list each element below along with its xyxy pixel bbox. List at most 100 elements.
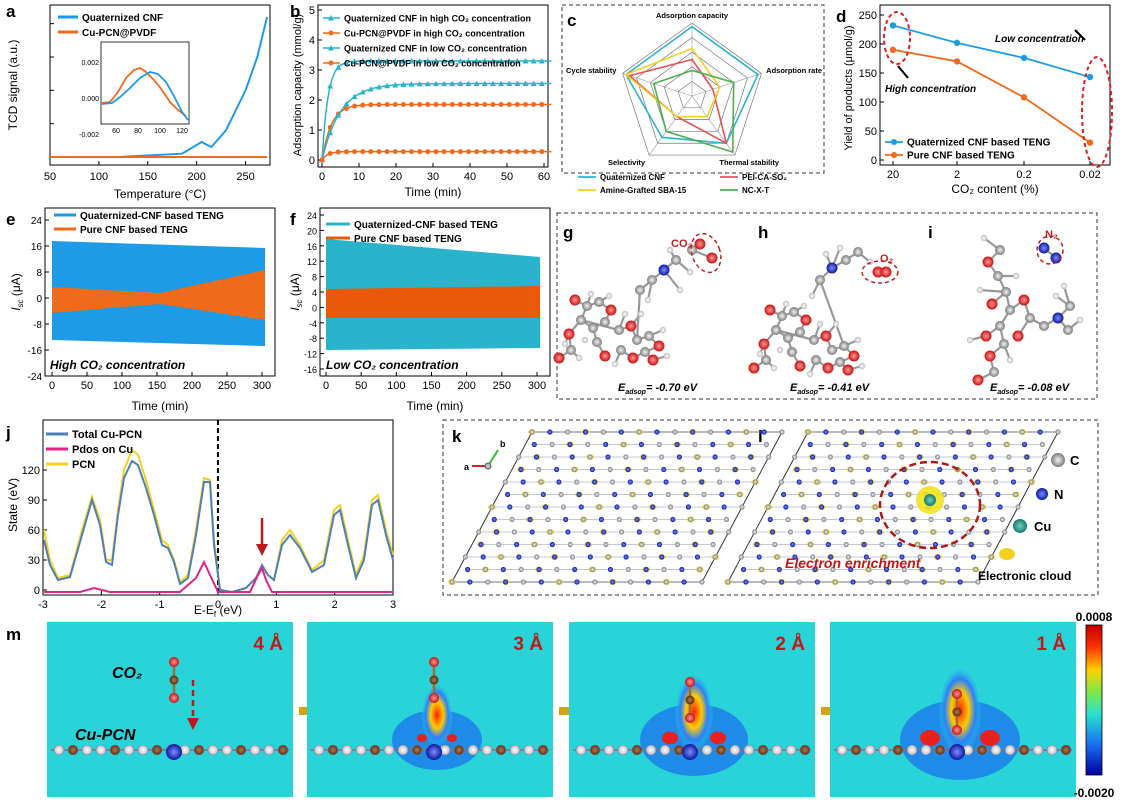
lattice-l-atom-109: [892, 516, 898, 523]
lattice-l-atom-110: [910, 516, 916, 523]
lattice-l-atom-121: [841, 529, 847, 535]
mol-h-atom-8: [820, 330, 832, 342]
lattice-l-atom-57: [1026, 466, 1032, 473]
lattice-k-atom-68: [681, 479, 687, 485]
panel-e-band-pure: [52, 270, 265, 320]
d-point-0-1: [953, 39, 961, 47]
b-point-0-154: [375, 58, 382, 64]
lattice-l-atom-176: [761, 579, 767, 585]
lattice-l-atom-32: [845, 454, 851, 460]
lattice-k-atom-85: [719, 491, 725, 498]
lattice-k-atom-64: [609, 479, 616, 485]
m-sub-atom-3-11: [990, 744, 1002, 756]
g-energy-val: = -0.70 eV: [646, 382, 699, 394]
b-point-3-198: [392, 149, 398, 155]
panel-letter-f: f: [290, 210, 296, 229]
d-point-1-3: [1086, 139, 1094, 146]
lattice-k-atom-16: [549, 441, 555, 448]
lattice-l-atom-2: [841, 429, 847, 435]
panel-h-molecule-label: O₂: [880, 253, 894, 265]
mol-i-atom-6: [980, 330, 992, 342]
panel-i-ellipse: [1036, 235, 1064, 265]
lattice-k-atom-22: [656, 441, 662, 448]
axis-origin: [484, 462, 492, 470]
lattice-k-atom-84: [701, 491, 707, 498]
lattice-k-atom-15: [531, 441, 537, 448]
panel-letter-h: h: [758, 223, 768, 242]
mol-h-atom-39: [880, 266, 892, 278]
e-yticks-label-5: -16: [28, 346, 43, 357]
j-xticks-label-3: 0: [215, 599, 221, 611]
lattice-l-atom-162: [776, 566, 782, 573]
b-legend-3: Cu-PCN@PVDF in low CO₂ concentration: [344, 59, 521, 69]
lattice-l-atom-23: [950, 441, 956, 448]
m-sub-atom-2-5: [645, 744, 657, 756]
mol-g-atom-18: [599, 350, 611, 362]
colorbar-max: 0.0008: [1076, 610, 1113, 624]
panel-c-radar: Adsorption capacity Adsorption rate Therma…: [566, 11, 822, 167]
mol-h-bond-30: [818, 279, 846, 347]
lattice-l-atom-108: [874, 516, 881, 523]
e-xticks-label-4: 200: [183, 380, 201, 392]
lattice-k-atom-108: [598, 516, 605, 523]
mol-h-atom-29: [842, 364, 854, 376]
mol-h-atom-27: [800, 302, 808, 310]
legend-cloud-icon: [999, 548, 1015, 560]
lattice-l-atom-131: [754, 541, 760, 548]
mol-i-atom-28: [1012, 330, 1024, 342]
lattice-k-atom-166: [572, 566, 578, 573]
lattice-k-atom-155: [641, 554, 647, 560]
j-ytick-label-0: 0: [34, 585, 40, 597]
mol-g-atom-38: [676, 286, 684, 294]
lattice-k-atom-10: [707, 429, 714, 435]
lattice-l-atom-114: [981, 516, 988, 523]
b-point-1-242: [409, 102, 415, 108]
b-point-0-528: [514, 58, 521, 64]
lattice-l-atom-147: [774, 554, 780, 560]
panel-kl: k l a b Electron enrichment C N Cu Elect…: [442, 419, 1099, 596]
mol-h-atom-10: [839, 341, 849, 351]
lattice-l-atom-182: [868, 579, 874, 585]
lattice-l-atom-153: [881, 554, 887, 560]
mol-i-atom-0: [982, 256, 994, 268]
inset-series-orange: [101, 67, 187, 117]
b-point-3-374: [457, 149, 463, 155]
lattice-k-atom-80: [629, 491, 636, 498]
panel-i-molecule-label: N₂: [1045, 229, 1058, 241]
m-sub-atom-3-14: [1032, 744, 1044, 756]
m-sub-atom-1-12: [481, 744, 493, 756]
b-point-1-286: [425, 102, 431, 108]
lattice-l-atom-138: [879, 541, 885, 548]
lattice-l-atom-7: [930, 429, 936, 435]
panel-e-caption: High CO₂ concentration: [50, 358, 185, 372]
radar-series-2: [624, 47, 721, 118]
b-point-1-330: [441, 102, 447, 108]
b-legend-marker-2: [328, 45, 334, 51]
lattice-k-atom-52: [661, 466, 667, 473]
m-sub-atom-2-12: [743, 744, 755, 756]
g-energy-e: E: [618, 382, 626, 394]
lattice-l-atom-143: [968, 541, 974, 548]
lattice-k-atom-170: [643, 566, 649, 573]
mol-h-atom-20: [748, 362, 760, 374]
lattice-k-atom-129: [708, 529, 714, 535]
lattice-k-atom-184: [627, 579, 634, 585]
mol-i-atom-20: [1060, 282, 1068, 290]
lattice-l-atom-122: [859, 529, 865, 535]
panel-j: j State (eV) E-Ef (eV) -3 -2 -1 0 1 2 3 0 30 60 9…: [5, 419, 396, 619]
lattice-k-atom-14: [779, 429, 785, 435]
panel-j-xlabel-sub: f: [214, 610, 217, 619]
panel-d-series: [889, 22, 1094, 146]
panel-f-xlabel: Time (min): [407, 399, 464, 413]
lattice-k-atom-125: [636, 529, 642, 535]
radar-series-3: [652, 69, 735, 154]
lattice-l-atom-49: [883, 466, 889, 473]
lattice-l-atom-168: [883, 566, 890, 573]
m-cu-atom-2: [682, 744, 698, 760]
lattice-k-atom-173: [697, 566, 703, 573]
lattice-k-atom-43: [766, 454, 772, 460]
m-sub-atom-0-0: [53, 744, 65, 756]
lattice-l-atom-89: [801, 504, 807, 510]
j-xticks-label-4: 1: [273, 599, 279, 611]
lattice-l-atom-129: [984, 529, 990, 535]
